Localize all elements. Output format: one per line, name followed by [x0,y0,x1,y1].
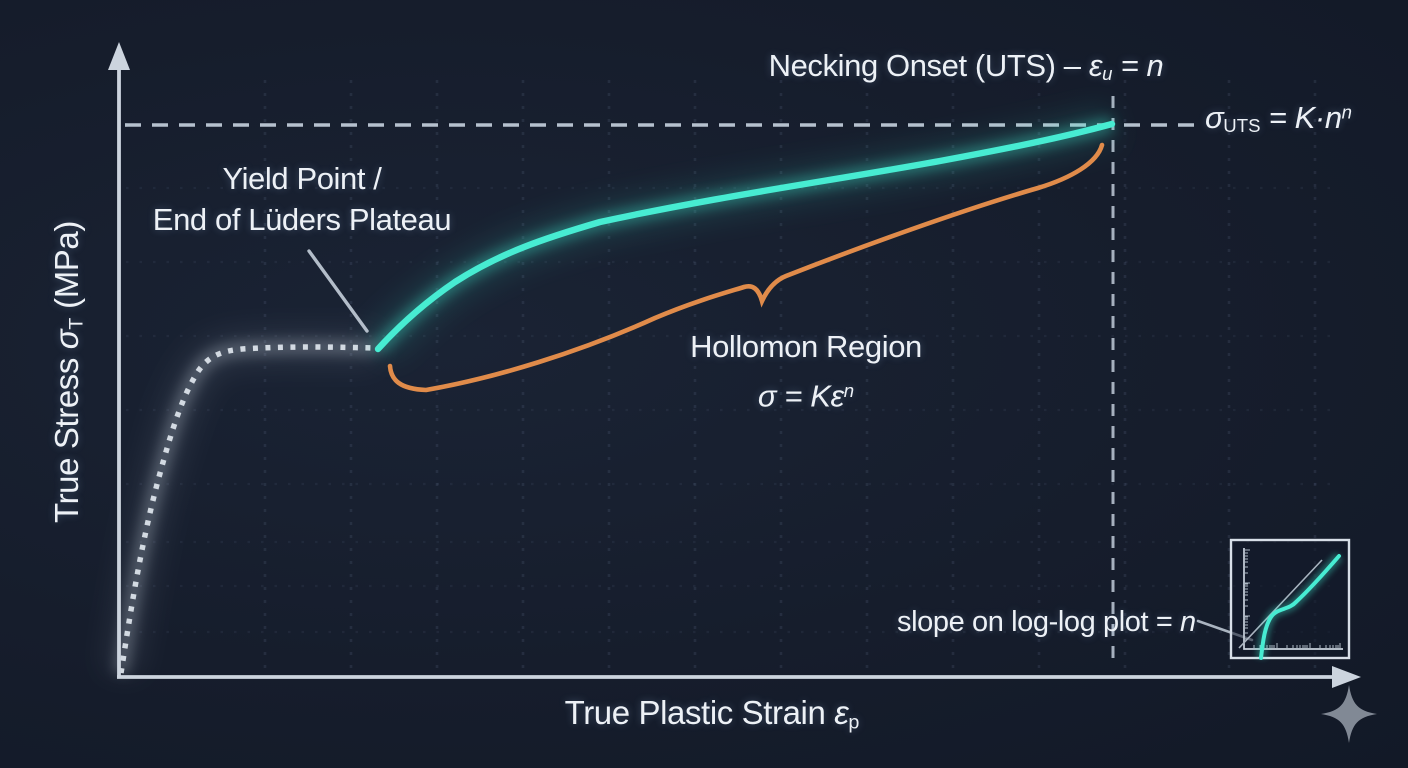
necking-epsilon: ε [1088,48,1103,83]
hollomon-curve [363,105,1117,362]
hollomon-equation-exponent: n [843,380,855,401]
hollomon-region-annotation: Hollomon Region σ = Kεn [690,325,922,418]
uts-formula: σUTS = K·nn [1205,99,1352,137]
x-axis-epsilon: ε [834,694,849,731]
inset-curve [1259,554,1341,660]
y-axis-sigma: σ [47,329,85,350]
y-axis-arrow [108,42,130,70]
x-axis-arrow [1332,666,1361,688]
y-axis-units: (MPa) [47,221,85,318]
necking-epsilon-subscript: u [1102,63,1113,85]
hollomon-brace [387,142,1105,393]
x-axis-epsilon-subscript: p [848,711,860,734]
inset-fit-line [1238,559,1323,649]
elastic-luders-curve [103,329,378,676]
uts-equation: = K·n [1260,100,1342,135]
necking-onset-annotation: Necking Onset (UTS) – εu = n [769,47,1164,85]
x-axis-label: True Plastic Strain εp [565,693,860,735]
necking-text: Necking Onset (UTS) – [768,48,1089,83]
inset-log-ticks-y [1244,549,1250,640]
slope-n: n [1180,606,1196,638]
yield-line2: End of Lüders Plateau [152,202,452,237]
yield-point-annotation: Yield Point / End of Lüders Plateau [152,158,452,240]
sparkle-icon [1321,685,1377,743]
y-axis-label: True Stress σT (MPa) [47,221,89,523]
y-axis-label-text: True Stress [47,349,85,523]
hollomon-equation-base: σ = Kε [757,378,844,414]
slope-text: slope on log-log plot = [897,606,1181,638]
uts-exponent: n [1341,101,1352,123]
uts-sigma-subscript: UTS [1223,115,1261,137]
x-axis-label-text: True Plastic Strain [564,694,835,731]
uts-sigma: σ [1205,100,1224,135]
hollomon-title: Hollomon Region [690,329,922,364]
y-axis-sigma-subscript: T [65,317,88,330]
loglog-inset [1229,538,1351,660]
necking-equation: = n [1112,48,1164,83]
yield-leader-line [307,249,369,333]
slope-annotation: slope on log-log plot = n [897,605,1196,640]
axes [108,42,1361,688]
yield-line1: Yield Point / [222,161,382,196]
hollomon-equation: σ = Kεn [690,369,922,418]
